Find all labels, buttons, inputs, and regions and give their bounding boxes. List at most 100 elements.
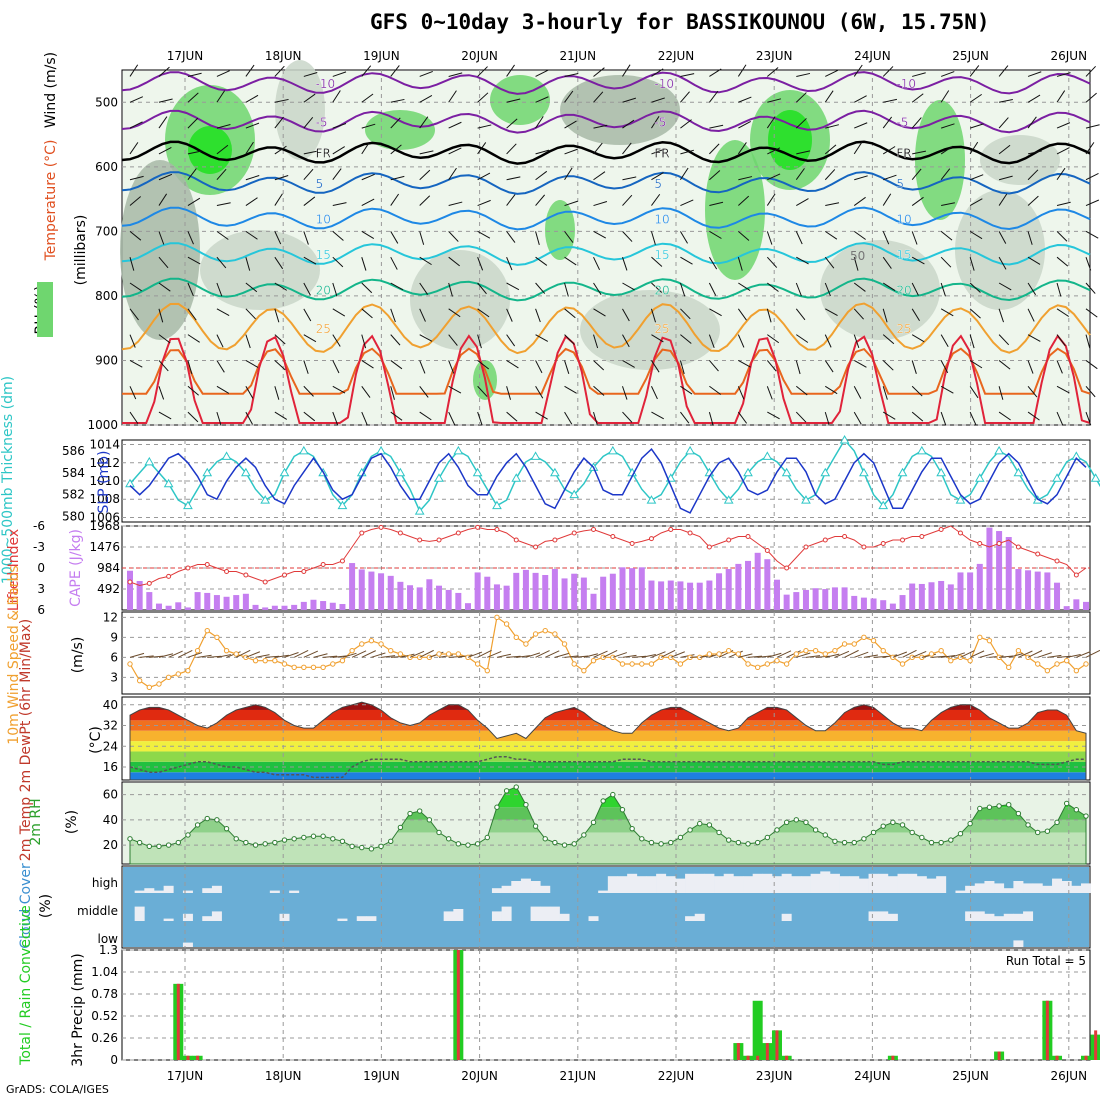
rh2m-marker xyxy=(658,841,664,847)
wind-barb xyxy=(998,411,1011,421)
wind-barb xyxy=(738,230,750,241)
rh2m-marker xyxy=(484,834,490,841)
wind-speed-marker xyxy=(1006,664,1012,671)
wind-barb xyxy=(303,411,316,422)
surface-wind-barb xyxy=(902,649,917,658)
wind-barb xyxy=(535,386,544,399)
cloud-cell-high xyxy=(800,876,811,893)
rh2m-marker xyxy=(445,836,452,842)
cape-bar xyxy=(687,582,694,610)
wind-barb xyxy=(1056,385,1070,394)
wind-barb xyxy=(795,118,807,129)
wind-speed-marker xyxy=(928,651,935,657)
surface-wind-barb xyxy=(863,654,878,658)
precip-total-bar xyxy=(752,1000,763,1060)
surface-wind-barb xyxy=(757,655,772,658)
rh2m-marker xyxy=(503,788,510,794)
wind-barb xyxy=(390,334,401,346)
rh2m-marker xyxy=(474,841,481,847)
rh2m-marker xyxy=(967,820,973,827)
wind-barb xyxy=(709,385,722,395)
wind-barb xyxy=(680,149,695,155)
wind-barb xyxy=(969,141,979,155)
wind-barb xyxy=(274,282,288,291)
wind-speed-marker xyxy=(320,664,326,671)
wind-barb xyxy=(216,411,222,426)
wind-speed-marker xyxy=(494,614,500,621)
cloud-cell-high xyxy=(1071,885,1082,893)
rh2m-unit-label: (%) xyxy=(64,810,80,834)
cape-bar xyxy=(213,595,220,610)
rh2m-marker xyxy=(349,843,355,850)
wind-barb xyxy=(766,256,778,268)
wind-speed-marker xyxy=(378,641,384,647)
wind-barb xyxy=(940,282,946,297)
wind-barb xyxy=(506,64,515,77)
rh2m-marker xyxy=(581,832,587,838)
surface-wind-barb xyxy=(197,654,212,658)
x-tick-label-top: 25JUN xyxy=(952,49,989,63)
wind-barb xyxy=(303,385,314,397)
rh-blob xyxy=(188,126,232,174)
wind-barb xyxy=(593,124,608,129)
rh2m-marker xyxy=(204,815,210,822)
cloud-cell-middle xyxy=(211,911,222,921)
cloud-cell-high xyxy=(491,888,502,893)
wind-barb xyxy=(419,70,433,77)
wind-barb xyxy=(1085,282,1096,294)
wind-barb xyxy=(477,385,488,397)
wind-speed-marker xyxy=(581,667,587,674)
wind-barb xyxy=(853,257,859,271)
surface-wind-barb xyxy=(950,652,965,658)
surface-wind-barb xyxy=(158,653,174,658)
surface-wind-barb xyxy=(969,650,985,658)
wind-barb xyxy=(969,93,982,103)
precip-convective-bar xyxy=(765,1043,769,1060)
li-marker xyxy=(880,541,886,546)
wind-barb xyxy=(767,334,780,344)
cape-bar xyxy=(783,594,790,610)
li-marker xyxy=(475,524,481,530)
surface-wind-barb xyxy=(999,655,1014,658)
x-tick-label-top: 26JUN xyxy=(1051,49,1088,63)
wind-speed-marker xyxy=(812,647,819,654)
isotherm-label: FR xyxy=(654,147,669,161)
wind-barb xyxy=(448,201,463,207)
wind-barb xyxy=(1056,201,1071,207)
surface-wind-barb xyxy=(216,654,232,658)
wind-barb xyxy=(651,116,660,129)
cloud-cell-middle xyxy=(878,911,889,921)
wind-barb xyxy=(766,386,773,400)
wind-barb xyxy=(651,360,660,373)
cape-bar xyxy=(262,607,269,610)
surface-wind-barb xyxy=(844,649,859,658)
wind-barb xyxy=(853,308,864,320)
rh2m-marker xyxy=(1083,813,1089,819)
rh-blob xyxy=(410,250,510,350)
wind-barb xyxy=(187,385,199,396)
cape-bar xyxy=(455,592,462,610)
surface-wind-barb xyxy=(641,654,656,658)
wind-barb xyxy=(708,334,715,348)
cloud-cell-high xyxy=(530,881,541,893)
li-marker xyxy=(726,537,732,543)
cape-bar xyxy=(1034,571,1041,610)
cloud-cell-high xyxy=(791,876,802,893)
wind-barb xyxy=(853,282,866,292)
wind-barb xyxy=(332,230,344,241)
wind-speed-marker xyxy=(436,651,442,657)
rh2m-axis-label: 2m RH xyxy=(28,798,44,845)
rh-blob xyxy=(915,100,965,220)
cloud-cell-high xyxy=(1003,888,1014,893)
cloud-cell-high xyxy=(289,890,300,893)
rh2m-marker xyxy=(629,825,635,832)
li-marker xyxy=(745,534,751,539)
wind-barb xyxy=(332,71,347,77)
surface-wind-barb xyxy=(303,650,319,658)
wind-barb xyxy=(187,92,199,103)
wind-speed-marker xyxy=(1063,657,1070,664)
surface-wind-barb xyxy=(265,655,280,658)
surface-wind-barb xyxy=(535,650,550,658)
wind-barb xyxy=(709,308,722,317)
cloud-cell-middle xyxy=(202,916,213,921)
